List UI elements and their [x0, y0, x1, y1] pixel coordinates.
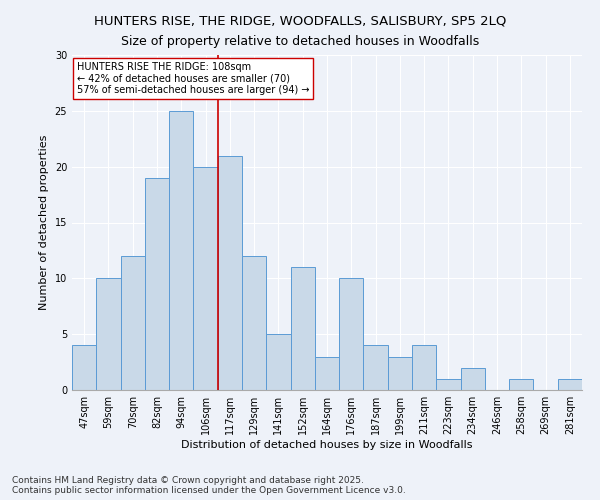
Bar [290, 267, 315, 390]
Bar [193, 166, 218, 390]
Text: HUNTERS RISE, THE RIDGE, WOODFALLS, SALISBURY, SP5 2LQ: HUNTERS RISE, THE RIDGE, WOODFALLS, SALI… [94, 15, 506, 28]
Bar [388, 356, 412, 390]
Bar [145, 178, 169, 390]
Text: Contains HM Land Registry data © Crown copyright and database right 2025.
Contai: Contains HM Land Registry data © Crown c… [12, 476, 406, 495]
Bar [461, 368, 485, 390]
Bar [218, 156, 242, 390]
Bar [169, 111, 193, 390]
X-axis label: Distribution of detached houses by size in Woodfalls: Distribution of detached houses by size … [181, 440, 473, 450]
Bar [339, 278, 364, 390]
Bar [121, 256, 145, 390]
Bar [315, 356, 339, 390]
Bar [72, 346, 96, 390]
Text: Size of property relative to detached houses in Woodfalls: Size of property relative to detached ho… [121, 35, 479, 48]
Bar [558, 379, 582, 390]
Bar [242, 256, 266, 390]
Bar [364, 346, 388, 390]
Bar [266, 334, 290, 390]
Y-axis label: Number of detached properties: Number of detached properties [39, 135, 49, 310]
Bar [436, 379, 461, 390]
Bar [412, 346, 436, 390]
Bar [509, 379, 533, 390]
Bar [96, 278, 121, 390]
Text: HUNTERS RISE THE RIDGE: 108sqm
← 42% of detached houses are smaller (70)
57% of : HUNTERS RISE THE RIDGE: 108sqm ← 42% of … [77, 62, 310, 95]
